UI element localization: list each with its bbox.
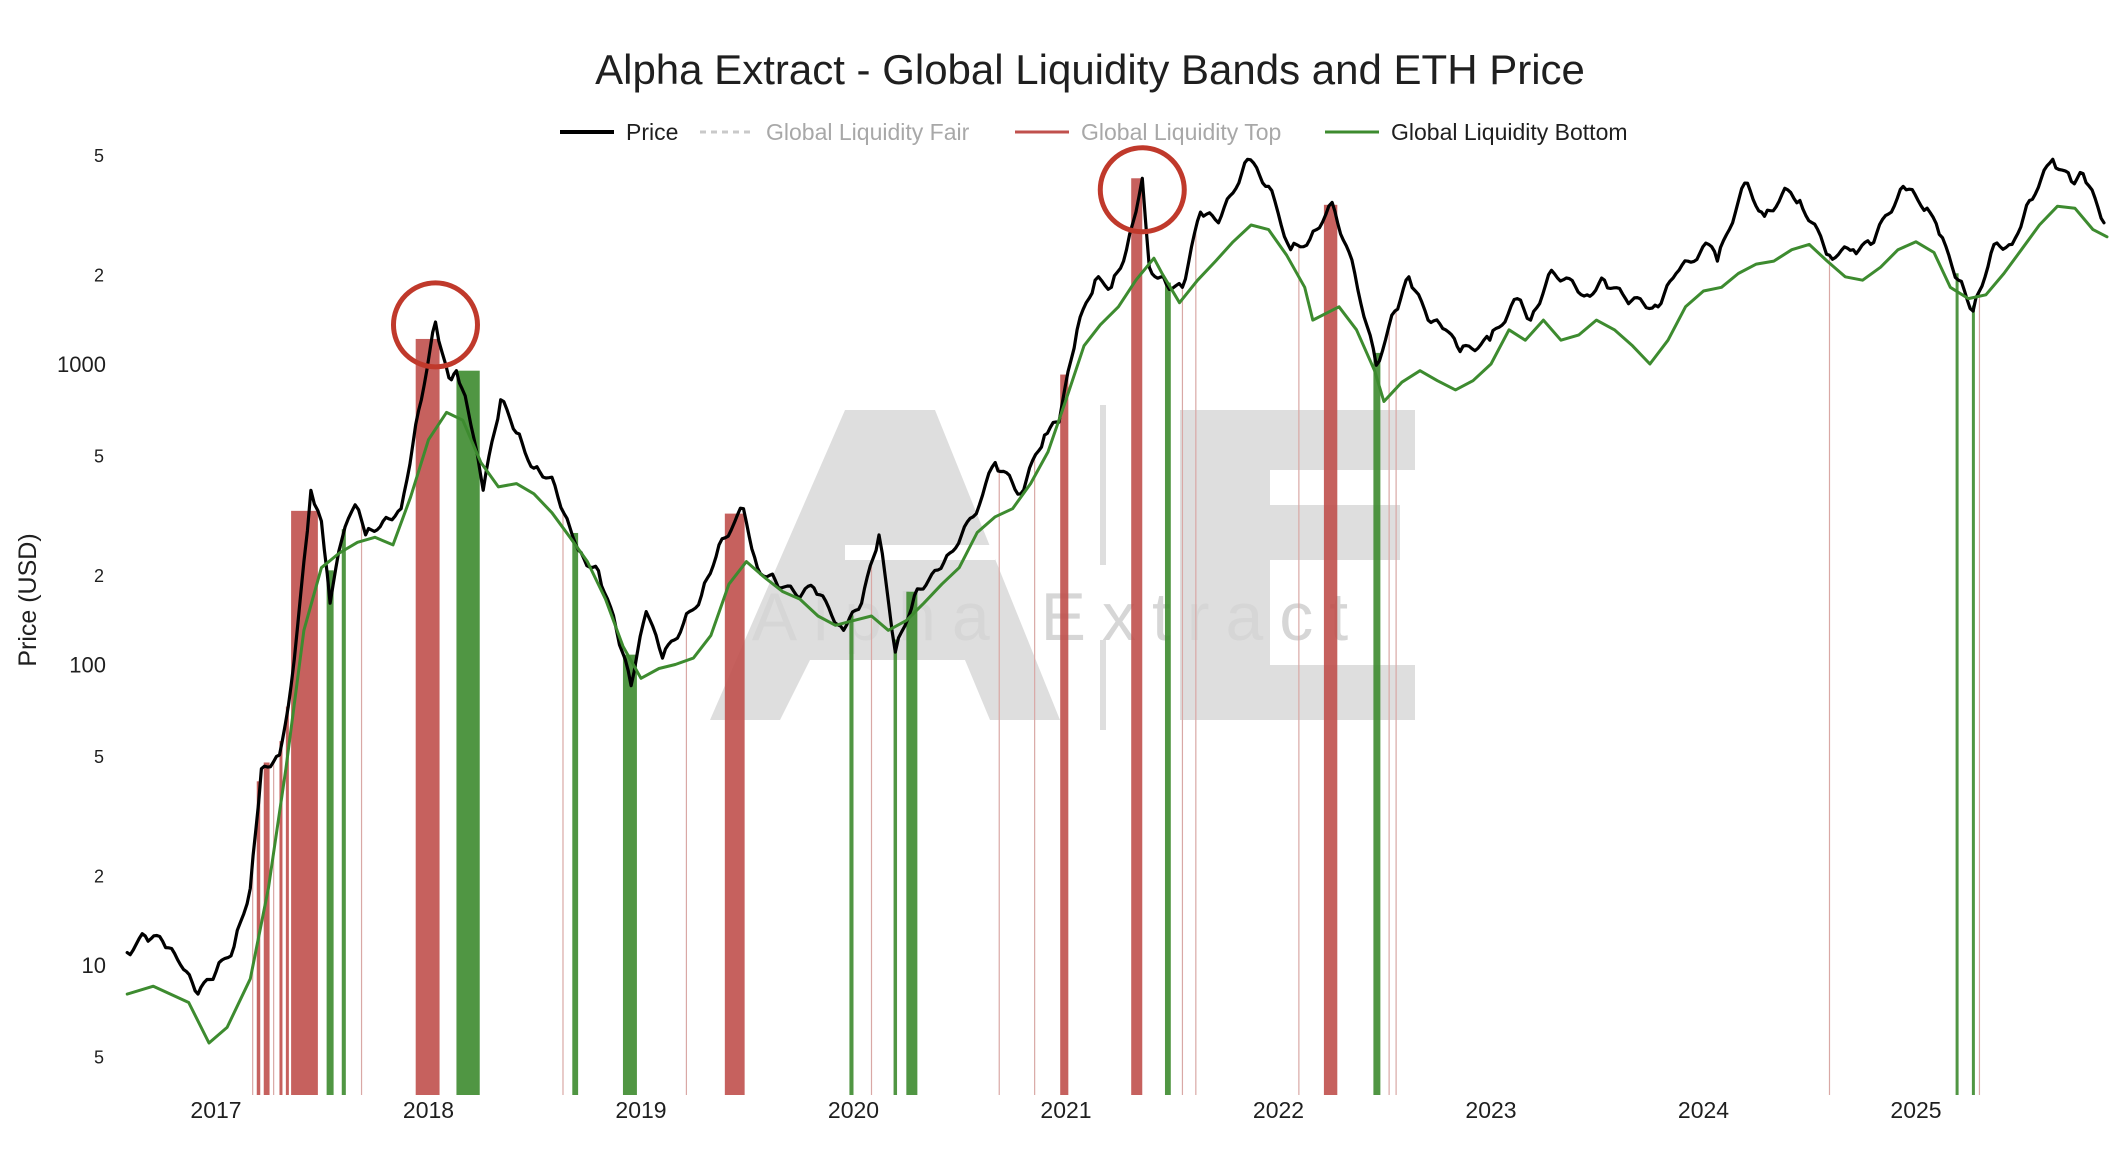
x-tick-label-2022: 2022 <box>1253 1097 1304 1123</box>
bottom-signal-band-1 <box>341 529 346 1095</box>
watermark-text: Alpha Extract <box>752 579 1364 655</box>
bottom-signal-band-0 <box>326 570 334 1095</box>
legend-item-price[interactable]: Price <box>560 119 678 145</box>
x-axis-ticks: 2017 2018 2019 2020 2021 2022 2023 2024 2025 <box>190 1097 1941 1123</box>
price-series-line <box>125 157 2106 996</box>
y-tick-label-4: 100 <box>69 653 106 678</box>
bottom-signal-band-4 <box>622 654 637 1095</box>
y-tick-label-6: 5 <box>94 446 104 466</box>
liquidity-bottom-series-line <box>125 204 2109 1045</box>
x-tick-label-2017: 2017 <box>190 1097 241 1123</box>
legend: Price Global Liquidity Fair Global Liqui… <box>560 119 1628 145</box>
y-tick-label-2: 2 <box>94 867 104 887</box>
top-signal-band-3 <box>285 706 289 1095</box>
top-signal-band-2 <box>279 741 283 1095</box>
x-tick-label-2024: 2024 <box>1678 1097 1729 1123</box>
bottom-signal-band-3 <box>572 532 579 1095</box>
highlight-circle-1 <box>1097 145 1187 235</box>
y-tick-label-9: 5 <box>94 146 104 166</box>
bottom-signal-band-10 <box>1955 273 1959 1096</box>
x-tick-label-2021: 2021 <box>1040 1097 1091 1123</box>
legend-item-fair[interactable]: Global Liquidity Fair <box>700 119 970 145</box>
bottom-signal-band-5 <box>849 615 854 1095</box>
top-signal-band-4 <box>291 510 318 1096</box>
bottom-signal-band-7 <box>906 591 918 1095</box>
legend-label-fair: Global Liquidity Fair <box>766 119 970 145</box>
y-axis-title: Price (USD) <box>14 533 42 666</box>
y-tick-label-1: 10 <box>82 953 106 978</box>
legend-item-bottom[interactable]: Global Liquidity Bottom <box>1325 119 1628 145</box>
top-signal-band-1 <box>263 762 270 1095</box>
top-signal-band-6 <box>724 513 745 1095</box>
y-tick-label-3: 5 <box>94 747 104 767</box>
x-tick-label-2020: 2020 <box>828 1097 879 1123</box>
x-tick-label-2023: 2023 <box>1465 1097 1516 1123</box>
top-signal-band-9 <box>1323 204 1338 1096</box>
legend-label-top: Global Liquidity Top <box>1081 119 1281 145</box>
x-tick-label-2019: 2019 <box>615 1097 666 1123</box>
y-tick-label-8: 2 <box>94 266 104 286</box>
bottom-signal-band-8 <box>1164 282 1171 1095</box>
x-tick-label-2025: 2025 <box>1890 1097 1941 1123</box>
y-axis-ticks: 5 10 2 5 100 2 5 1000 2 5 <box>57 146 106 1067</box>
bottom-signal-band-6 <box>893 639 898 1095</box>
legend-label-bottom: Global Liquidity Bottom <box>1391 119 1628 145</box>
bottom-signal-band-9 <box>1373 352 1381 1095</box>
bottom-signal-band-11 <box>1971 305 1975 1095</box>
legend-label-price: Price <box>626 119 678 145</box>
chart-title: Alpha Extract - Global Liquidity Bands a… <box>595 46 1585 93</box>
top-signal-band-8 <box>1131 178 1143 1095</box>
top-signal-band-5 <box>415 338 440 1096</box>
bottom-signal-band-2 <box>456 370 480 1095</box>
y-tick-label-5: 2 <box>94 566 104 586</box>
highlight-circle-0 <box>390 280 480 370</box>
legend-item-top[interactable]: Global Liquidity Top <box>1015 119 1281 145</box>
x-tick-label-2018: 2018 <box>403 1097 454 1123</box>
top-signal-band-7 <box>1060 374 1069 1095</box>
y-tick-label-0: 5 <box>94 1047 104 1067</box>
y-tick-label-7: 1000 <box>57 352 106 377</box>
